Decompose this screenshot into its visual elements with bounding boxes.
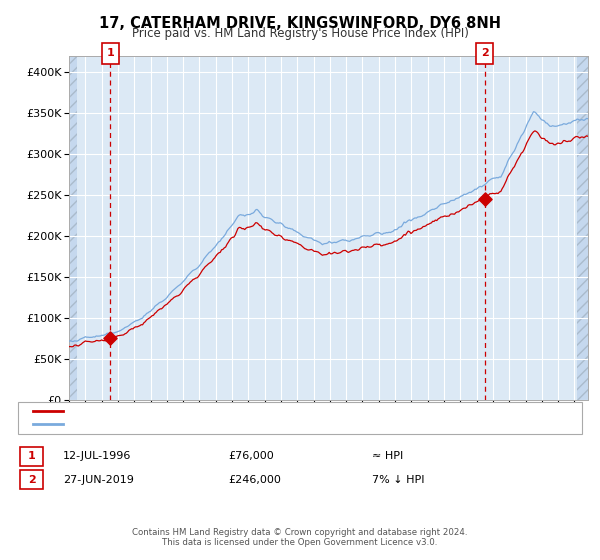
Bar: [577, 56, 588, 400]
Text: 17, CATERHAM DRIVE, KINGSWINFORD, DY6 8NH (detached house): 17, CATERHAM DRIVE, KINGSWINFORD, DY6 8N…: [69, 405, 418, 416]
Text: 2: 2: [28, 475, 35, 485]
Text: 1: 1: [28, 451, 35, 461]
Text: 27-JUN-2019: 27-JUN-2019: [63, 475, 134, 485]
Text: 17, CATERHAM DRIVE, KINGSWINFORD, DY6 8NH: 17, CATERHAM DRIVE, KINGSWINFORD, DY6 8N…: [99, 16, 501, 31]
Bar: [577, 56, 588, 400]
Text: 7% ↓ HPI: 7% ↓ HPI: [372, 475, 425, 485]
Text: 2: 2: [481, 48, 488, 58]
Bar: [69, 56, 77, 400]
Text: Contains HM Land Registry data © Crown copyright and database right 2024.
This d: Contains HM Land Registry data © Crown c…: [132, 528, 468, 547]
Point: [106, 334, 115, 343]
Text: 1: 1: [106, 48, 114, 58]
Text: £76,000: £76,000: [228, 451, 274, 461]
Bar: [69, 56, 77, 400]
Text: Price paid vs. HM Land Registry's House Price Index (HPI): Price paid vs. HM Land Registry's House …: [131, 27, 469, 40]
Text: HPI: Average price, detached house, Dudley: HPI: Average price, detached house, Dudl…: [69, 419, 299, 430]
Text: ≈ HPI: ≈ HPI: [372, 451, 403, 461]
Text: £246,000: £246,000: [228, 475, 281, 485]
Point: [480, 194, 490, 203]
Text: 12-JUL-1996: 12-JUL-1996: [63, 451, 131, 461]
